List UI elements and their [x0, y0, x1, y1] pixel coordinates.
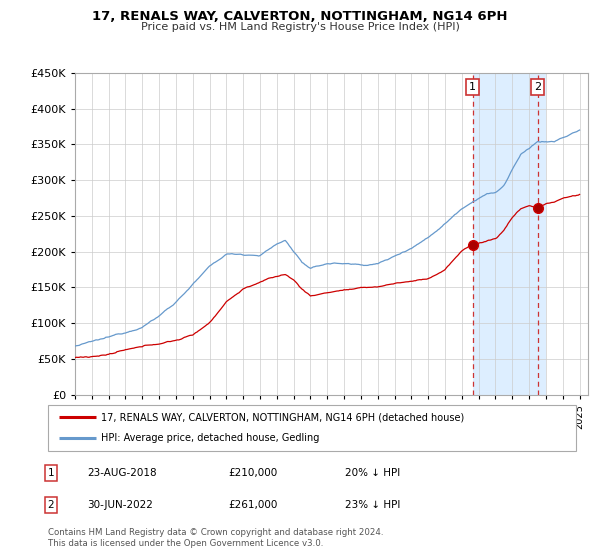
Text: 17, RENALS WAY, CALVERTON, NOTTINGHAM, NG14 6PH (detached house): 17, RENALS WAY, CALVERTON, NOTTINGHAM, N… — [101, 412, 464, 422]
Text: Contains HM Land Registry data © Crown copyright and database right 2024.
This d: Contains HM Land Registry data © Crown c… — [48, 528, 383, 548]
Text: 1: 1 — [47, 468, 55, 478]
Text: HPI: Average price, detached house, Gedling: HPI: Average price, detached house, Gedl… — [101, 433, 319, 444]
Text: £210,000: £210,000 — [228, 468, 277, 478]
Text: 2: 2 — [47, 500, 55, 510]
Text: 20% ↓ HPI: 20% ↓ HPI — [345, 468, 400, 478]
Text: 30-JUN-2022: 30-JUN-2022 — [87, 500, 153, 510]
Text: 1: 1 — [469, 82, 476, 92]
FancyBboxPatch shape — [48, 405, 576, 451]
Text: 23-AUG-2018: 23-AUG-2018 — [87, 468, 157, 478]
Bar — [473, 73, 546, 395]
Text: 23% ↓ HPI: 23% ↓ HPI — [345, 500, 400, 510]
Text: 17, RENALS WAY, CALVERTON, NOTTINGHAM, NG14 6PH: 17, RENALS WAY, CALVERTON, NOTTINGHAM, N… — [92, 10, 508, 23]
Text: 2: 2 — [534, 82, 541, 92]
Text: £261,000: £261,000 — [228, 500, 277, 510]
Text: Price paid vs. HM Land Registry's House Price Index (HPI): Price paid vs. HM Land Registry's House … — [140, 22, 460, 32]
